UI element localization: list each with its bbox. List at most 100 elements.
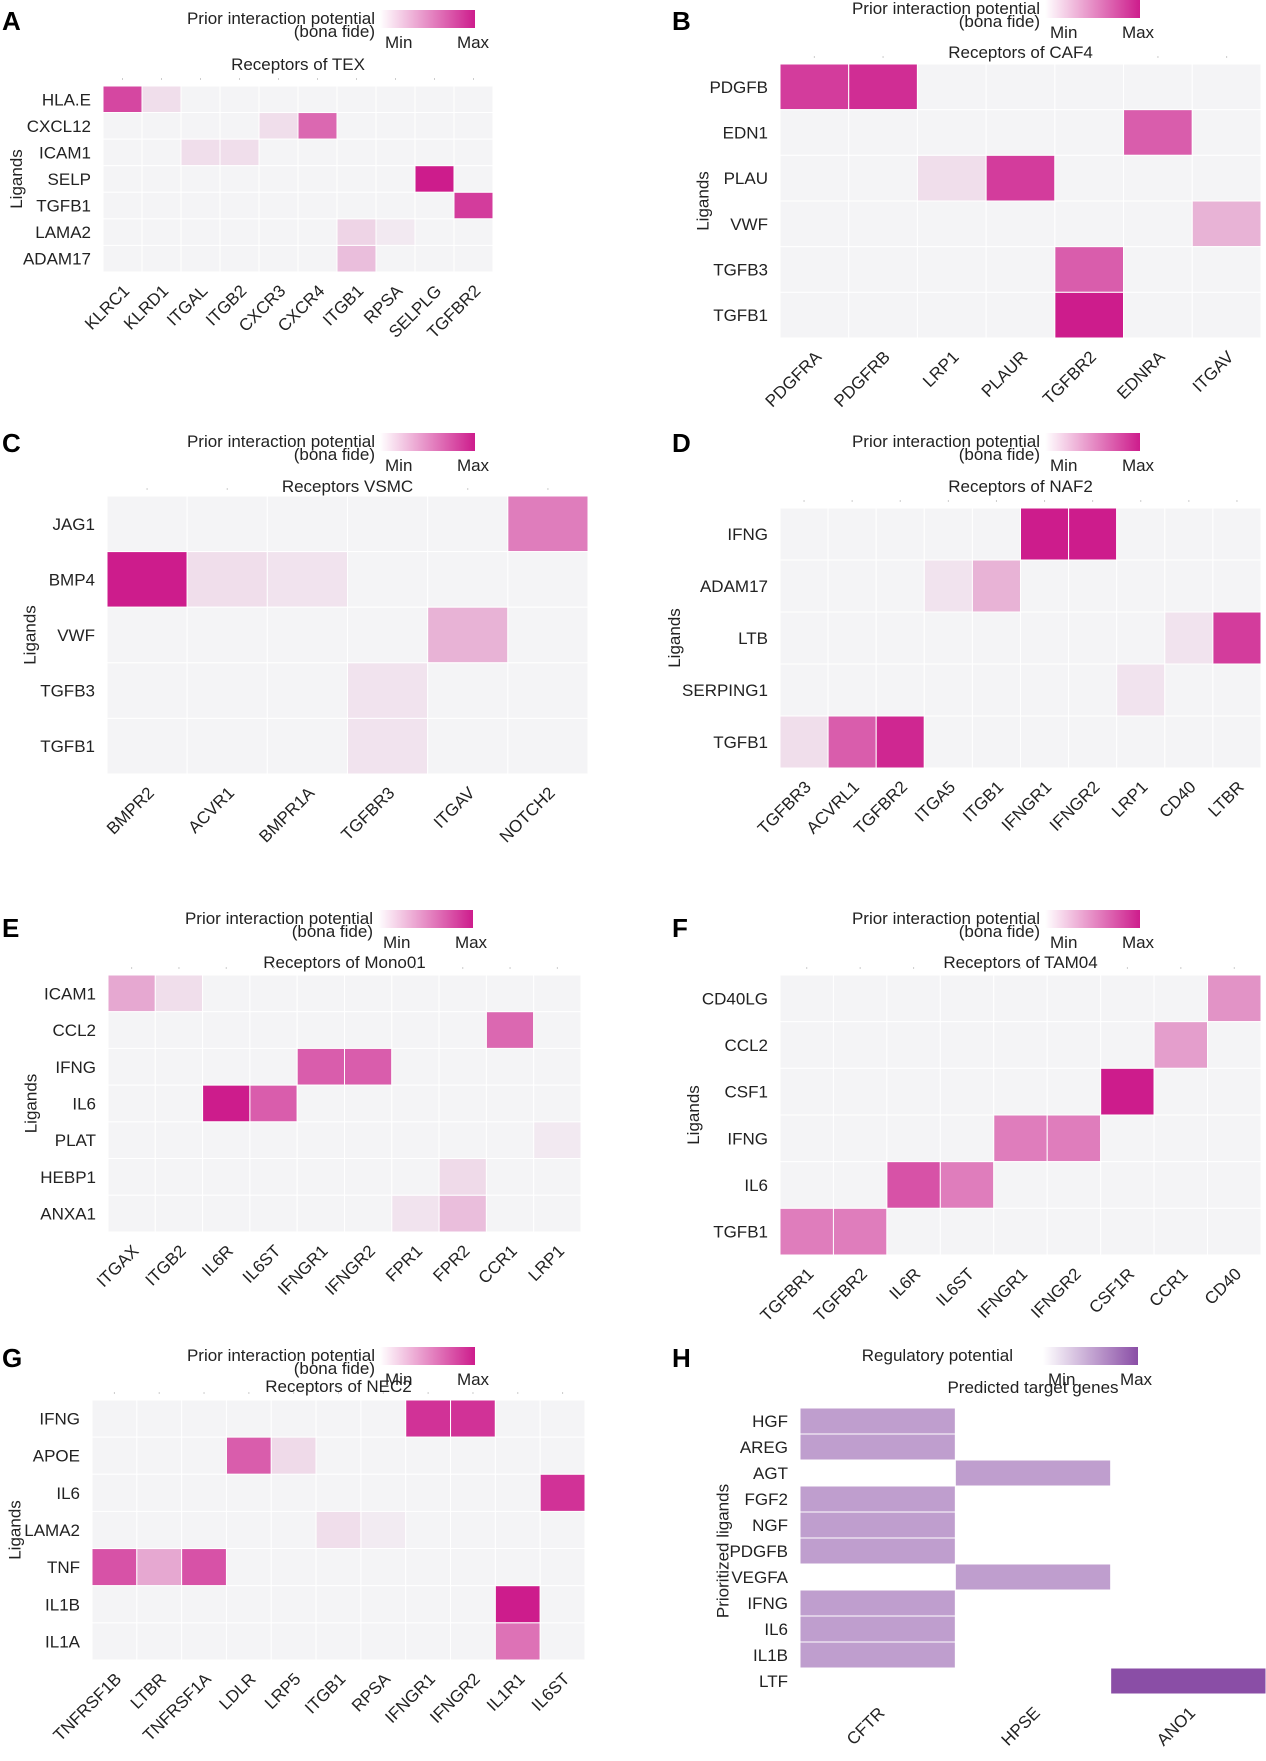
heatmap-cell <box>186 551 268 608</box>
y-axis-label: Ligands <box>684 1085 703 1145</box>
heatmap-cell <box>453 112 494 140</box>
legend-max: Max <box>1120 1370 1153 1389</box>
row-label: IL6 <box>56 1484 80 1503</box>
heatmap-cell <box>315 1399 362 1438</box>
legend-title: (bona fide) <box>294 22 375 41</box>
heatmap-cell <box>779 715 829 769</box>
heatmap-cell <box>414 165 455 193</box>
row-label: PDGFB <box>709 78 768 97</box>
heatmap-cell <box>1068 559 1118 613</box>
column-label: PDGFRB <box>830 347 894 411</box>
heatmap-cell <box>249 1047 298 1086</box>
heatmap-cell <box>916 109 987 156</box>
heatmap-cell <box>405 1473 452 1512</box>
heatmap-cell <box>923 715 973 769</box>
heatmap-cell <box>779 246 850 293</box>
heatmap-cell <box>779 559 829 613</box>
heatmap-cell <box>180 165 221 193</box>
heatmap-cell <box>107 1158 156 1196</box>
column-label: CD40 <box>1201 1264 1245 1308</box>
heatmap-cell <box>427 717 509 775</box>
heatmap-cell <box>405 1585 452 1624</box>
legend-colorbar <box>378 910 473 928</box>
heatmap-cell <box>800 1460 956 1486</box>
heatmap-cell <box>1046 1021 1102 1069</box>
heatmap-cell <box>916 291 987 339</box>
column-label: LRP1 <box>1108 777 1152 821</box>
heatmap-cell <box>180 112 221 140</box>
heatmap-cell <box>1110 1616 1266 1642</box>
heatmap-cell <box>405 1399 452 1438</box>
y-axis-label: Ligands <box>21 605 40 665</box>
legend-max: Max <box>1122 23 1155 42</box>
row-label: PLAU <box>724 169 768 188</box>
legend-title: Prior interaction potential <box>852 0 1040 18</box>
row-label: SERPING1 <box>682 681 768 700</box>
heatmap-cell <box>955 1538 1111 1564</box>
heatmap-cell <box>225 1473 272 1512</box>
heatmap-cell <box>848 154 918 202</box>
heatmap-cell <box>1054 291 1125 339</box>
heatmap-cell <box>438 1084 487 1123</box>
heatmap-cell <box>186 495 268 553</box>
heatmap-cell <box>923 611 973 665</box>
heatmap-cell <box>1110 1460 1266 1486</box>
heatmap-cell <box>219 85 260 114</box>
heatmap-cell <box>266 551 349 608</box>
heatmap-cell <box>225 1510 272 1550</box>
legend-min: Min <box>1050 23 1077 42</box>
heatmap-cell <box>1054 63 1125 111</box>
heatmap-cell <box>202 1047 251 1086</box>
heatmap-cell <box>875 611 925 665</box>
row-label: ICAM1 <box>39 143 91 162</box>
heatmap-cell <box>507 606 589 664</box>
heatmap-cell <box>886 1114 941 1163</box>
heatmap-cell <box>391 1158 440 1196</box>
heatmap-cell <box>258 85 299 114</box>
heatmap-cell <box>136 1622 183 1661</box>
legend-title: (bona fide) <box>294 1359 375 1378</box>
column-label: CCR1 <box>1145 1264 1191 1310</box>
heatmap-cell <box>1100 1021 1155 1069</box>
heatmap-cell <box>154 1158 204 1196</box>
panel-letter: G <box>2 1343 22 1373</box>
heatmap-cell <box>799 1511 956 1539</box>
heatmap-cell <box>450 1585 496 1624</box>
heatmap-cell <box>848 246 918 293</box>
heatmap-cell <box>297 138 338 167</box>
heatmap-cell <box>296 1158 346 1196</box>
heatmap-cell <box>1054 200 1125 248</box>
panel-letter: A <box>2 6 21 36</box>
heatmap-cell <box>799 1433 956 1461</box>
heatmap-cell <box>1207 1161 1262 1209</box>
heatmap-cell <box>875 715 925 769</box>
heatmap-cell <box>1110 1564 1266 1590</box>
heatmap-cell <box>296 974 346 1013</box>
heatmap-cell <box>202 1084 251 1123</box>
heatmap-cell <box>336 191 377 220</box>
chart-title: Receptors of TAM04 <box>943 953 1097 972</box>
heatmap-cell <box>181 1399 227 1438</box>
heatmap-cell <box>336 138 377 167</box>
legend-colorbar <box>1045 433 1140 451</box>
column-label: TNFRSF1B <box>50 1669 126 1745</box>
heatmap-cell <box>347 551 429 608</box>
heatmap-cell <box>971 507 1022 561</box>
heatmap-cell <box>375 191 416 220</box>
row-label: JAG1 <box>52 515 95 534</box>
legend-colorbar <box>380 1347 475 1365</box>
heatmap-cell <box>91 1548 138 1587</box>
heatmap-cell <box>450 1436 496 1475</box>
heatmap-cell <box>1046 1161 1102 1209</box>
heatmap-cell <box>494 1548 541 1587</box>
panel-letter: C <box>2 428 21 458</box>
row-label: IFNG <box>39 1410 80 1429</box>
column-label: IL6ST <box>528 1669 574 1715</box>
heatmap-cell <box>154 1084 204 1123</box>
row-label: LAMA2 <box>35 223 91 242</box>
heatmap-cell <box>136 1399 183 1438</box>
heatmap-cell <box>344 1084 393 1123</box>
heatmap-cell <box>91 1510 138 1550</box>
heatmap-cell <box>533 974 582 1013</box>
heatmap-cell <box>1110 1590 1266 1616</box>
